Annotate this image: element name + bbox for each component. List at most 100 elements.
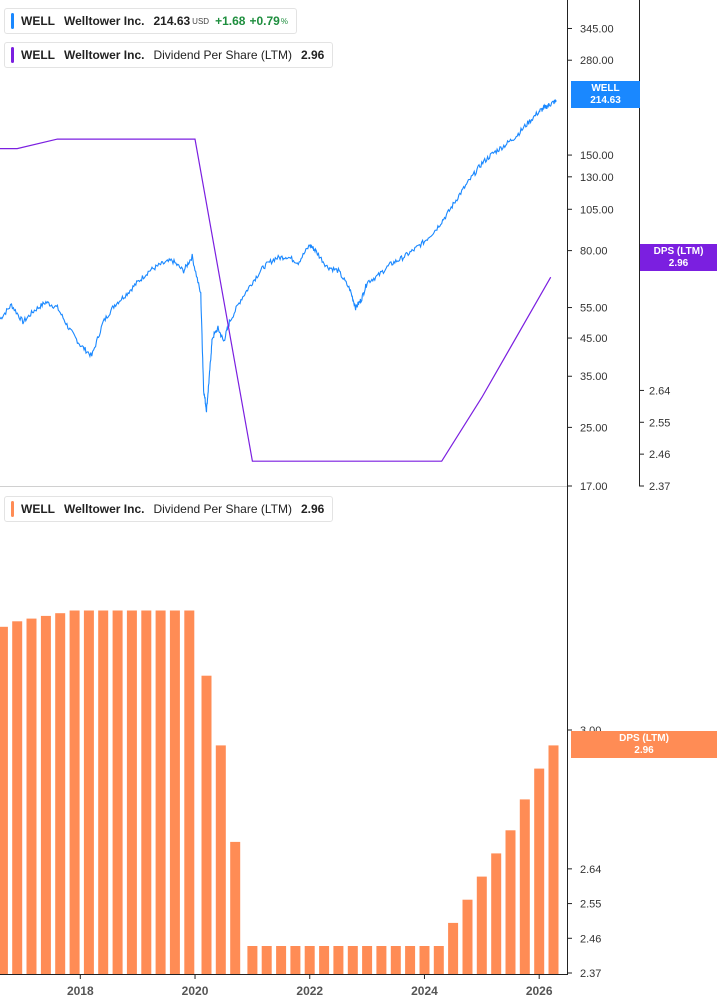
dps-bar — [405, 946, 416, 974]
price-tag-symbol: WELL — [591, 83, 620, 94]
dps-bar — [169, 610, 180, 974]
legend-symbol: WELL — [21, 48, 55, 62]
legend-metric: Dividend Per Share (LTM) — [153, 502, 292, 516]
dps-axis-tick-label: 2.37 — [649, 481, 670, 493]
legend-company: Welltower Inc. — [64, 48, 145, 62]
legend-company: Welltower Inc. — [64, 14, 145, 28]
bar-axis-tick-label: 2.46 — [580, 933, 601, 945]
dps-bar — [319, 946, 330, 974]
dps-bar — [505, 830, 516, 974]
bar-axis-tick-label: 2.64 — [580, 864, 601, 876]
dps-bar — [290, 946, 301, 974]
price-axis-tick-label: 25.00 — [580, 422, 608, 434]
dps-tag-bottom: DPS (LTM) 2.96 — [571, 731, 717, 758]
dps-bar — [184, 610, 195, 974]
bar-axis-tick-label: 2.37 — [580, 968, 601, 980]
dps-bar — [519, 799, 530, 974]
dps-bar — [247, 946, 258, 974]
dps-bar — [476, 876, 487, 974]
legend-company: Welltower Inc. — [64, 502, 145, 516]
dps-axis-tick-label: 2.55 — [649, 417, 670, 429]
bar-axis-tick-label: 2.55 — [580, 899, 601, 911]
dps-bar — [462, 899, 473, 974]
dps-tag-top-label: DPS (LTM) — [653, 246, 704, 257]
price-axis-tick-label: 130.00 — [580, 172, 614, 184]
dps-bar — [261, 946, 272, 974]
dps-bar — [376, 946, 387, 974]
dps-bar — [26, 618, 37, 974]
dps-bar — [304, 946, 315, 974]
dps-bar — [83, 610, 94, 974]
legend-symbol: WELL — [21, 14, 55, 28]
legend-metric: Dividend Per Share (LTM) — [153, 48, 292, 62]
time-axis-tick-label: 2020 — [182, 984, 209, 998]
dps-bar — [98, 610, 109, 974]
dps-bar — [55, 613, 66, 974]
dps-bar — [69, 610, 80, 974]
legend-change: +1.68 — [215, 14, 246, 28]
time-axis-tick-label: 2024 — [411, 984, 438, 998]
legend-currency: USD — [192, 16, 210, 26]
time-axis-tick-label: 2022 — [296, 984, 323, 998]
dps-bar — [433, 946, 444, 974]
dps-tag-bottom-value: 2.96 — [634, 745, 654, 756]
price-tag-value: 214.63 — [590, 95, 621, 106]
dps-bar — [40, 615, 51, 974]
dps-axis-top: 3.002.642.552.462.37 — [639, 258, 670, 493]
dps-legend-bottom[interactable]: WELL Welltower Inc. Dividend Per Share (… — [4, 496, 334, 522]
legend-price: 214.63 — [153, 14, 191, 28]
dps-bar — [12, 621, 23, 974]
dps-bar — [347, 946, 358, 974]
dps-bar — [491, 853, 502, 974]
dps-legend-top[interactable]: WELL Welltower Inc. Dividend Per Share (… — [4, 42, 334, 68]
dps-bar — [333, 946, 344, 974]
dps-axis-bottom: 3.002.642.552.462.37 — [567, 725, 601, 980]
time-axis-tick-label: 2026 — [526, 984, 553, 998]
dps-bar — [548, 745, 559, 974]
dps-bar — [141, 610, 152, 974]
time-axis-tick-label: 2018 — [67, 984, 94, 998]
dps-bar — [0, 626, 8, 974]
dps-bar — [390, 946, 401, 974]
price-axis-tick-label: 80.00 — [580, 246, 608, 258]
time-axis: 2018 2020 2022 2024 2026 — [67, 974, 553, 998]
dps-bar — [534, 768, 545, 974]
dps-axis-tick-label: 2.64 — [649, 385, 670, 397]
price-axis-tick-label: 280.00 — [580, 55, 614, 67]
price-tag: WELL 214.63 — [571, 81, 640, 108]
dps-tag-top: DPS (LTM) 2.96 — [640, 244, 717, 271]
dps-bar — [276, 946, 287, 974]
dps-color-marker — [11, 47, 14, 63]
legend-value: 2.96 — [300, 48, 325, 62]
price-axis-tick-label: 35.00 — [580, 371, 608, 383]
legend-value: 2.96 — [300, 502, 325, 516]
dps-axis-tick-label: 2.46 — [649, 449, 670, 461]
price-pane — [0, 99, 557, 462]
dps-bar — [215, 745, 226, 974]
price-axis-tick-label: 150.00 — [580, 150, 614, 162]
legend-change-pct: +0.79 — [249, 14, 280, 28]
price-axis-tick-label: 105.00 — [580, 204, 614, 216]
dps-bar — [155, 610, 166, 974]
dps-series-line — [0, 138, 552, 462]
dps-bar — [230, 841, 241, 974]
dps-bar — [419, 946, 430, 974]
price-axis-tick-label: 345.00 — [580, 23, 614, 35]
dps-bar-color-marker — [11, 501, 14, 517]
dps-bar — [201, 675, 212, 974]
legend-symbol: WELL — [21, 502, 55, 516]
price-axis-tick-label: 45.00 — [580, 333, 608, 345]
price-color-marker — [11, 13, 14, 29]
dps-bar — [362, 946, 373, 974]
price-axis-tick-label: 17.00 — [580, 481, 608, 493]
price-series-line — [0, 99, 557, 413]
dps-tag-top-value: 2.96 — [668, 258, 689, 269]
price-legend[interactable]: WELL Welltower Inc. 214.63 USD +1.68 +0.… — [4, 8, 297, 34]
legend-pct-sign: % — [280, 16, 288, 26]
dps-bar-pane — [0, 610, 559, 974]
dps-bar — [448, 922, 459, 974]
price-axis-tick-label: 55.00 — [580, 303, 608, 315]
dps-bar — [112, 610, 123, 974]
dps-tag-bottom-label: DPS (LTM) — [619, 733, 669, 744]
